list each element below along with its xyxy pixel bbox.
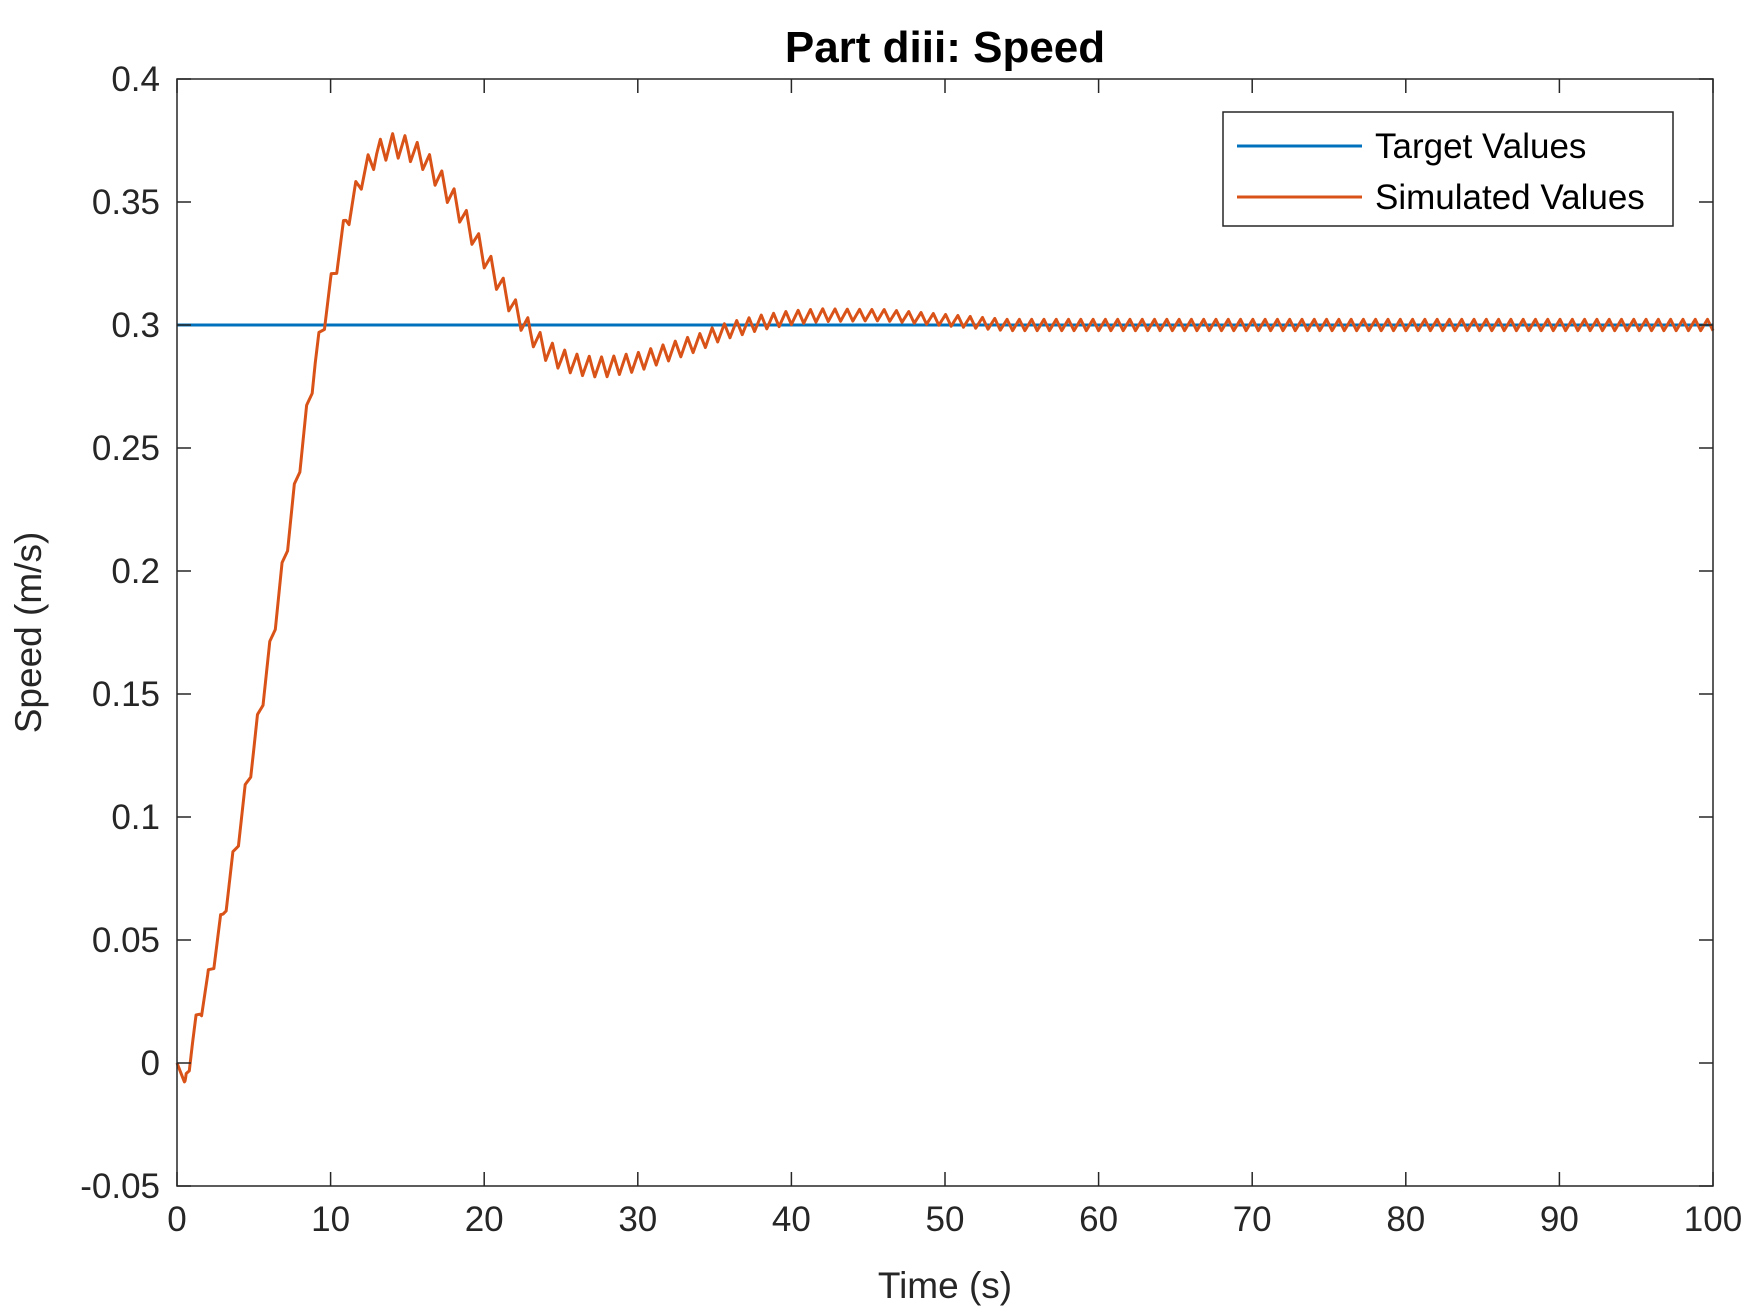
x-tick-label: 100 (1684, 1200, 1742, 1239)
y-tick-label: 0.25 (92, 429, 160, 468)
x-tick-label: 50 (926, 1200, 965, 1239)
ticks-layer: 0 10 20 30 40 50 60 70 80 90 100-0.0500.050.10.150… (80, 60, 1742, 1239)
x-tick-label: 60 (1079, 1200, 1118, 1239)
y-tick-label: 0.3 (111, 306, 160, 345)
x-tick-label: 10 (311, 1200, 350, 1239)
plot-frame (176, 78, 1714, 1187)
legend-box (1222, 111, 1674, 227)
y-tick-label: 0.15 (92, 675, 160, 714)
x-tick-label: 80 (1386, 1200, 1425, 1239)
x-tick-label: 20 (465, 1200, 504, 1239)
x-axis-title: Time (s) (878, 1265, 1012, 1306)
series-line-simulated (175, 132, 1715, 1084)
y-tick-label: -0.05 (80, 1167, 160, 1206)
y-axis-title: Speed (m/s) (8, 532, 49, 734)
chart-title: Part diii: Speed (785, 23, 1105, 72)
y-tick-label: 0 (141, 1044, 160, 1083)
x-tick-label: 40 (772, 1200, 811, 1239)
plot-area (177, 79, 1713, 1186)
x-tick-label: 70 (1233, 1200, 1272, 1239)
y-tick-label: 0.05 (92, 921, 160, 960)
x-tick-label: 30 (618, 1200, 657, 1239)
x-tick-label: 0 (167, 1200, 186, 1239)
y-tick-label: 0.35 (92, 183, 160, 222)
y-tick-label: 0.2 (111, 552, 160, 591)
x-tick-label: 90 (1540, 1200, 1579, 1239)
series-layer (175, 132, 1715, 1084)
y-tick-label: 0.1 (111, 798, 160, 837)
legend-label-target: Target Values (1375, 127, 1586, 166)
legend: Target Values Simulated Values (1222, 111, 1674, 227)
y-tick-label: 0.4 (111, 60, 160, 99)
legend-label-simulated: Simulated Values (1375, 178, 1645, 217)
